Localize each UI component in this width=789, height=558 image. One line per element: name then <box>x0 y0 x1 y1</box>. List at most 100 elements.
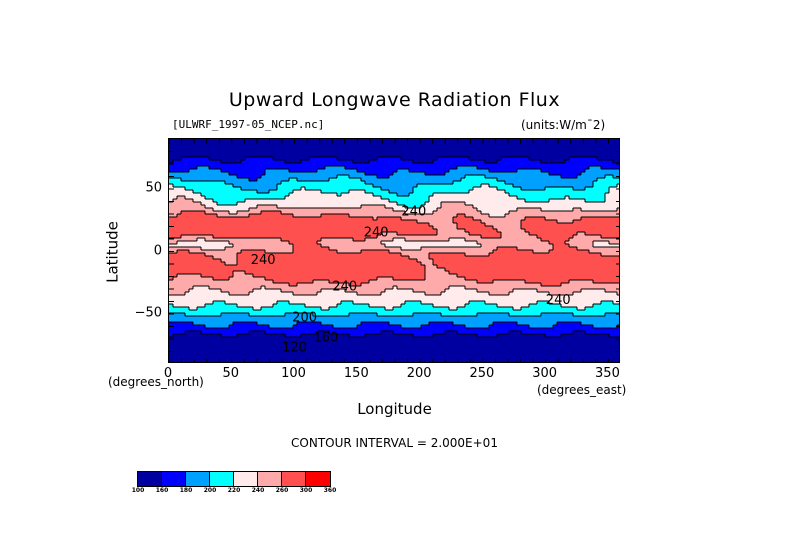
contour-fill-cell <box>561 304 594 308</box>
contour-fill-cell <box>377 157 402 161</box>
contour-fill-cell <box>169 331 186 335</box>
contour-fill-cell <box>285 334 302 338</box>
contour-fill-cell <box>465 286 619 290</box>
contour-fill-cell <box>233 244 294 248</box>
contour-fill-cell <box>173 277 214 281</box>
contour-fill-cell <box>265 286 394 290</box>
contour-fill-cell <box>317 292 358 296</box>
contour-fill-cell <box>313 280 330 284</box>
contour-fill-cell <box>265 169 290 173</box>
contour-fill-cell <box>253 274 426 278</box>
contour-fill-cell <box>337 157 378 161</box>
contour-fill-cell <box>393 208 438 212</box>
contour-fill-cell <box>553 244 570 248</box>
contour-fill-cell <box>453 217 474 221</box>
contour-fill-cell <box>461 178 498 182</box>
contour-fill-cell <box>169 157 182 161</box>
contour-fill-cell <box>385 205 406 209</box>
contour-fill-cell <box>169 151 619 155</box>
contour-fill-cell <box>193 199 214 203</box>
contour-fill-cell <box>169 145 619 149</box>
contour-fill-cell <box>409 169 450 173</box>
contour-fill-cell <box>413 187 474 191</box>
contour-fill-cell <box>205 238 282 242</box>
contour-fill-cell <box>413 289 446 293</box>
contour-fill-cell <box>401 157 438 161</box>
contour-fill-cell <box>169 328 619 332</box>
contour-fill-cell <box>209 286 262 290</box>
contour-fill-cell <box>337 175 350 179</box>
contour-fill-cell <box>265 277 378 281</box>
contour-fill-cell <box>361 283 542 287</box>
contour-fill-cell <box>489 169 518 173</box>
contour-fill-cell <box>501 235 538 239</box>
contour-fill-cell <box>601 301 614 305</box>
contour-fill-cell <box>421 301 470 305</box>
contour-fill-cell <box>169 217 374 221</box>
contour-fill-cell <box>169 256 214 260</box>
contour-fill-cell <box>341 301 354 305</box>
contour-fill-cell <box>257 322 298 326</box>
contour-fill-cell <box>257 190 270 194</box>
contour-fill-cell <box>305 304 338 308</box>
contour-fill-cell <box>377 175 390 179</box>
contour-fill-cell <box>457 226 494 230</box>
contour-fill-cell <box>169 154 619 158</box>
contour-fill-cell <box>601 253 619 257</box>
contour-fill-cell <box>181 157 210 161</box>
contour-fill-cell <box>169 184 174 188</box>
contour-fill-cell <box>277 184 374 188</box>
contour-fill-cell <box>417 259 434 263</box>
contour-fill-cell <box>509 292 550 296</box>
contour-fill-cell <box>381 196 430 200</box>
contour-fill-cell <box>237 256 410 260</box>
colorbar-swatch <box>162 472 186 486</box>
contour-fill-cell <box>465 175 486 179</box>
contour-fill-cell <box>545 217 582 221</box>
contour-fill-cell <box>573 208 582 212</box>
contour-fill-cell <box>197 238 206 242</box>
contour-fill-cell <box>517 208 542 212</box>
contour-fill-cell <box>593 304 619 308</box>
contour-fill-cell <box>233 322 258 326</box>
contour-fill-cell <box>237 211 262 215</box>
contour-fill-cell <box>581 289 606 293</box>
colorbar-swatch <box>306 472 330 486</box>
contour-fill-cell <box>381 232 398 236</box>
contour-fill-cell <box>545 334 562 338</box>
contour-fill-cell <box>361 250 390 254</box>
contour-fill-cell <box>349 190 366 194</box>
contour-fill-cell <box>369 160 414 164</box>
contour-fill-cell <box>425 202 442 206</box>
contour-fill-cell <box>289 178 298 182</box>
contour-fill-cell <box>489 253 602 257</box>
contour-fill-cell <box>473 205 619 209</box>
contour-fill-cell <box>169 286 194 290</box>
colorbar-swatch <box>210 472 234 486</box>
contour-fill-cell <box>477 313 510 317</box>
contour-fill-cell <box>385 244 482 248</box>
contour-label: 240 <box>251 253 276 268</box>
contour-fill-cell <box>265 331 318 335</box>
contour-fill-cell <box>573 331 586 335</box>
contour-fill-cell <box>497 178 598 182</box>
contour-fill-cell <box>425 268 446 272</box>
y-tick-label: 0 <box>153 243 162 258</box>
contour-fill-cell <box>265 250 294 254</box>
contour-fill-cell <box>429 196 518 200</box>
contour-fill-cell <box>549 241 566 245</box>
contour-fill-cell <box>465 238 542 242</box>
contour-fill-cell <box>265 172 366 176</box>
contour-fill-cell <box>261 286 266 290</box>
contour-fill-cell <box>201 193 290 197</box>
contour-fill-cell <box>445 289 478 293</box>
contour-fill-cell <box>617 208 619 212</box>
contour-fill-cell <box>233 271 246 275</box>
contour-fill-cell <box>441 292 490 296</box>
contour-fill-cell <box>293 190 322 194</box>
contour-fill-cell <box>169 292 186 296</box>
contour-fill-cell <box>521 220 558 224</box>
contour-fill-cell <box>389 175 466 179</box>
contour-fill-cell <box>433 226 458 230</box>
contour-fill-cell <box>469 190 506 194</box>
